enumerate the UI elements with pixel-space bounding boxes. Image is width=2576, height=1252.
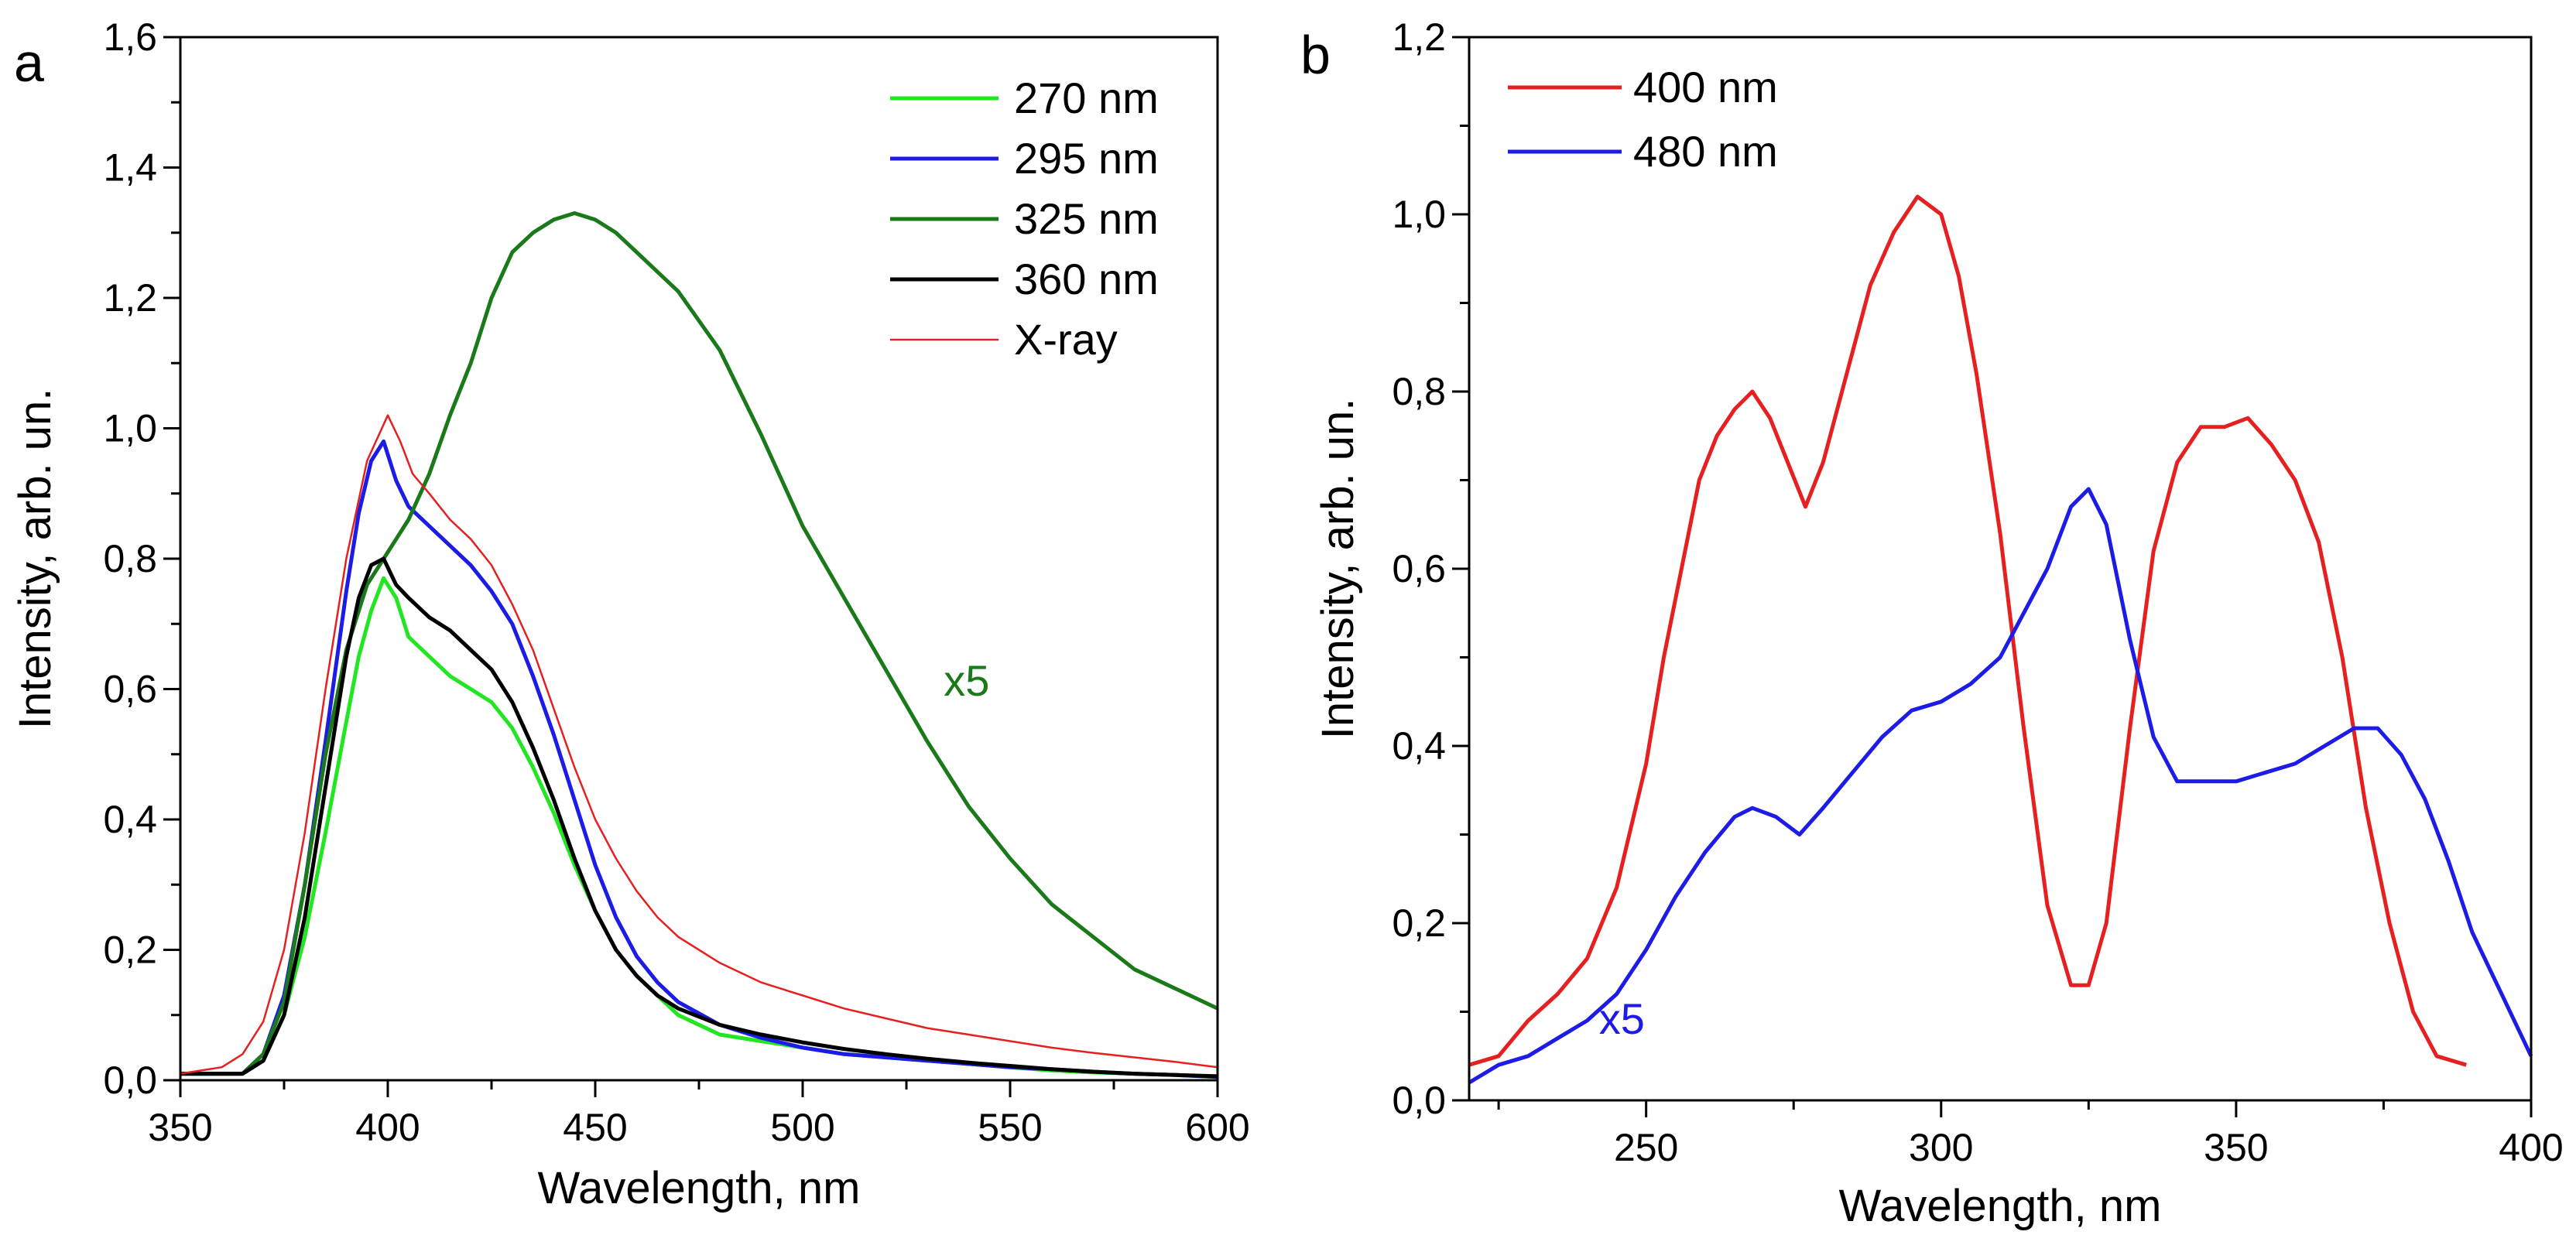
x-tick-label: 400 [2499,1126,2563,1169]
series-line-x-ray [180,414,1218,1075]
y-axis-title-a: Intensity, arb. un. [10,388,60,730]
y-tick-label: 0,0 [103,1059,157,1102]
x-tick-label: 350 [148,1106,212,1149]
legend-label: 480 nm [1633,127,1778,176]
panel-letter-b: b [1300,25,1331,85]
series-group-b [1468,194,2533,1085]
y-tick-label: 0,8 [103,537,157,580]
x-tick-label: 350 [2204,1126,2268,1169]
series-line-480-nm [1468,487,2533,1085]
y-tick-label: 1,6 [103,15,157,59]
x-tick-label: 400 [355,1106,420,1149]
y-tick-label: 0,0 [1392,1079,1446,1122]
x-tick-label: 550 [978,1106,1042,1149]
y-tick-label: 0,6 [103,668,157,711]
series-line-360-nm [180,556,1218,1079]
legend-a: 270 nm 295 nm 325 nm 360 nm X-ray [890,74,1159,364]
legend-label: 295 nm [1014,134,1159,183]
legend-label: X-ray [1014,315,1118,364]
x-axis-title-b: Wavelength, nm [1839,1181,2162,1231]
panel-b: b 250 300 350 400 0,0 0,2 0,4 0,6 0,8 1,0 1,2 Wave… [1300,15,2564,1231]
series-group-a [180,211,1219,1079]
y-tick-label: 0,2 [103,929,157,972]
legend-label: 400 nm [1633,63,1778,111]
x-tick-label: 450 [563,1106,627,1149]
x-tick-label: 300 [1909,1126,1973,1169]
legend-label: 270 nm [1014,74,1159,122]
y-tick-label: 1,2 [103,276,157,320]
series-line-295-nm [180,439,1218,1079]
annotation-x5-b: x5 [1599,994,1645,1043]
annotation-x5-a: x5 [944,656,989,705]
panel-letter-a: a [14,32,44,93]
series-line-400-nm [1468,194,2467,1067]
y-axis-title-b: Intensity, arb. un. [1313,399,1363,740]
x-tick-label: 250 [1614,1126,1678,1169]
y-tick-label: 0,4 [103,798,157,841]
x-axis-title-a: Wavelength, nm [538,1163,861,1213]
y-tick-label: 0,4 [1392,724,1446,768]
ticks-group-b: 250 300 350 400 0,0 0,2 0,4 0,6 0,8 1,0 1,2 [1392,15,2563,1169]
plot-frame-b [1468,36,2533,1102]
legend-label: 360 nm [1014,255,1159,303]
y-tick-label: 1,4 [103,146,157,190]
y-tick-label: 0,2 [1392,901,1446,945]
y-tick-label: 0,6 [1392,547,1446,590]
y-tick-label: 1,0 [1392,193,1446,236]
y-tick-label: 0,8 [1392,370,1446,413]
y-tick-label: 1,0 [103,407,157,450]
x-tick-label: 600 [1185,1106,1249,1149]
x-tick-label: 500 [770,1106,834,1149]
legend-label: 325 nm [1014,194,1159,243]
panel-a: a 350 400 450 500 550 600 0,0 0,2 0,4 0,6 0,8 1,0 1,… [10,15,1250,1213]
y-tick-label: 1,2 [1392,15,1446,59]
ticks-group-a: 350 400 450 500 550 600 0,0 0,2 0,4 0,6 0,8 1,0 1,2 1… [103,15,1249,1149]
legend-b: 400 nm 480 nm [1508,63,1778,176]
